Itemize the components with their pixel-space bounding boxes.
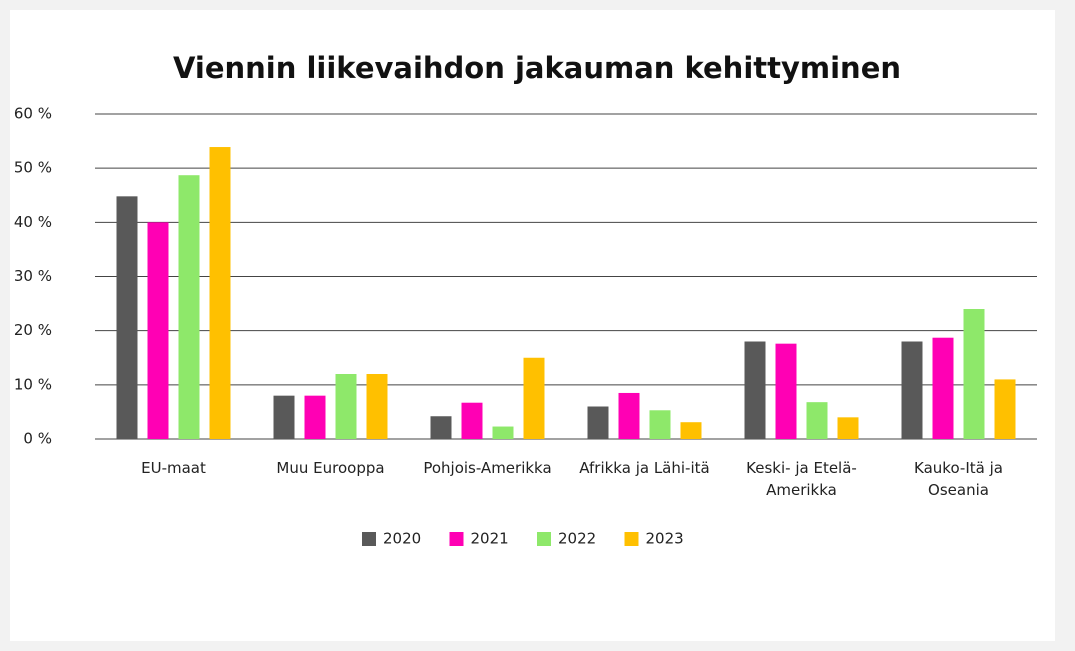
bar: [304, 395, 326, 439]
bar: [209, 147, 231, 439]
legend-swatch: [449, 532, 464, 546]
x-tick-label-line: Pohjois-Amerikka: [423, 459, 551, 477]
x-tick-label: Afrikka ja Lähi-itä: [579, 459, 709, 477]
bar: [806, 402, 828, 439]
bar: [932, 337, 954, 439]
y-tick-label: 30 %: [14, 267, 52, 285]
bar: [523, 357, 545, 439]
bar: [492, 426, 514, 439]
bar: [618, 392, 640, 439]
y-tick-label: 10 %: [14, 375, 52, 393]
bar: [116, 196, 138, 439]
x-tick-label-line: Afrikka ja Lähi-itä: [579, 459, 709, 477]
bar: [587, 406, 609, 439]
bar: [366, 374, 388, 439]
x-tick-label: Kauko-Itä ja Oseania: [914, 459, 1003, 499]
legend-label: 2023: [646, 530, 684, 548]
bar: [335, 374, 357, 439]
bar: [963, 309, 985, 439]
x-tick-label: Keski- ja Etelä- Amerikka: [746, 459, 857, 499]
x-tick-label-line: EU-maat: [141, 459, 206, 477]
bar: [273, 395, 295, 439]
y-tick-label: 60 %: [14, 105, 52, 123]
bar: [147, 222, 169, 439]
bar: [649, 410, 671, 439]
x-tick-label-line: Kauko-Itä ja: [914, 459, 1003, 477]
y-tick-label: 40 %: [14, 213, 52, 231]
x-tick-label-line: Muu Eurooppa: [276, 459, 384, 477]
x-tick-label: Muu Eurooppa: [276, 459, 384, 477]
y-tick-label: 0 %: [23, 430, 52, 448]
legend-label: 2022: [558, 530, 596, 548]
bar: [430, 416, 452, 439]
bar: [178, 175, 200, 440]
y-tick-label: 20 %: [14, 321, 52, 339]
y-tick-label: 50 %: [14, 159, 52, 177]
legend-swatch: [362, 532, 376, 546]
bar: [775, 343, 797, 439]
bar: [901, 341, 923, 439]
x-tick-label-line: Oseania: [928, 481, 989, 499]
bar: [994, 379, 1016, 439]
legend-swatch: [624, 532, 639, 546]
x-tick-label: EU-maat: [141, 459, 206, 477]
x-tick-label-line: Keski- ja Etelä-: [746, 459, 857, 477]
legend-label: 2021: [471, 530, 509, 548]
bar: [837, 417, 859, 439]
legend-swatch: [537, 532, 551, 546]
chart-title: Viennin liikevaihdon jakauman kehittymin…: [173, 51, 901, 85]
bar: [744, 341, 766, 439]
legend-label: 2020: [383, 530, 421, 548]
bar: [461, 402, 483, 439]
x-tick-label-line: Amerikka: [766, 481, 837, 499]
bar: [680, 422, 702, 439]
chart: Viennin liikevaihdon jakauman kehittymin…: [10, 10, 1055, 641]
x-tick-label: Pohjois-Amerikka: [423, 459, 551, 477]
